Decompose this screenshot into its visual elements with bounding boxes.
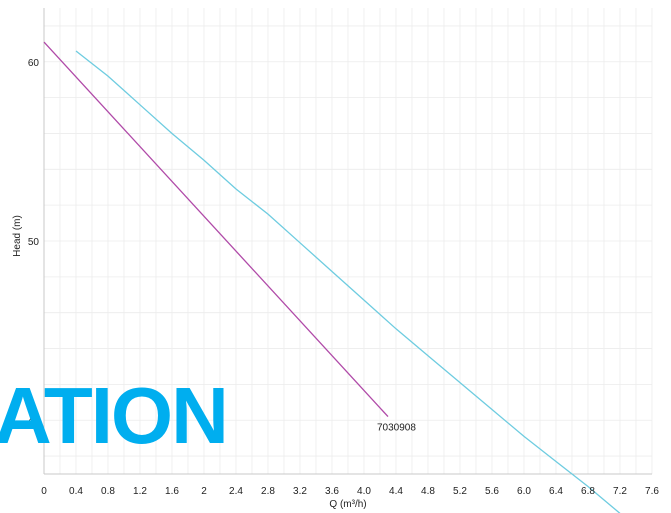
x-tick-labels: 0 0.4 0.8 1.2 1.6 2 2.4 2.8 3.2 3.6 4.0 4.4 4.8 5.2 5.… — [41, 486, 659, 497]
watermark-text: ATION — [0, 371, 229, 460]
x-tick-label: 5.6 — [485, 486, 499, 497]
y-tick-label: 50 — [28, 237, 40, 248]
series-line-7030908 — [43, 41, 389, 418]
y-axis-title: Head (m) — [12, 215, 23, 257]
x-tick-label: 4.0 — [357, 486, 371, 497]
series-line-7030909 — [75, 50, 621, 513]
x-tick-label: 3.2 — [293, 486, 307, 497]
x-tick-label: 0.8 — [101, 486, 115, 497]
x-tick-label: 6.8 — [581, 486, 595, 497]
x-tick-label: 2.8 — [261, 486, 275, 497]
x-tick-label: 2 — [201, 486, 207, 497]
x-tick-label: 5.2 — [453, 486, 467, 497]
grid — [43, 8, 653, 474]
x-tick-label: 0 — [41, 486, 47, 497]
y-tick-label: 60 — [28, 58, 40, 69]
y-tick-labels: 40 50 60 — [28, 58, 40, 427]
series-lines — [43, 41, 621, 513]
series-label-7030908: 7030908 — [377, 423, 416, 434]
x-tick-label: 6.4 — [549, 486, 563, 497]
x-tick-label: 7.6 — [645, 486, 659, 497]
x-axis-title: Q (m³/h) — [329, 499, 366, 510]
x-tick-label: 6.0 — [517, 486, 531, 497]
y-tick-label: 40 — [28, 416, 40, 427]
x-tick-label: 1.6 — [165, 486, 179, 497]
x-tick-label: 3.6 — [325, 486, 339, 497]
x-tick-label: 0.4 — [69, 486, 83, 497]
axes — [43, 8, 652, 475]
x-tick-label: 4.4 — [389, 486, 403, 497]
x-tick-label: 1.2 — [133, 486, 147, 497]
x-tick-label: 7.2 — [613, 486, 627, 497]
series-labels: 70309087030909 — [377, 423, 416, 434]
x-tick-label: 4.8 — [421, 486, 435, 497]
x-tick-label: 2.4 — [229, 486, 243, 497]
